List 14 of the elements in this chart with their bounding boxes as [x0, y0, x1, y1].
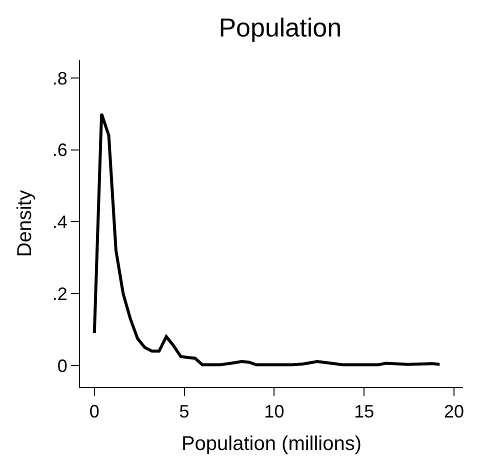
x-tick-label: 5: [179, 402, 190, 422]
x-axis-title: Population (millions): [181, 433, 362, 456]
y-tick-label: .4: [52, 212, 68, 232]
x-tick-label: 15: [354, 402, 374, 422]
y-tick-label: 0: [57, 356, 68, 376]
y-axis-title: Density: [14, 190, 36, 257]
line-series: [92, 112, 442, 366]
x-tick-label: 0: [89, 402, 100, 422]
chart-title: Population: [218, 12, 342, 43]
y-tick-label: .2: [52, 284, 68, 304]
y-tick-label: .8: [52, 68, 68, 88]
x-tick-label: 20: [444, 402, 464, 422]
x-tick-label: 10: [264, 402, 284, 422]
y-tick-label: .6: [52, 140, 68, 160]
